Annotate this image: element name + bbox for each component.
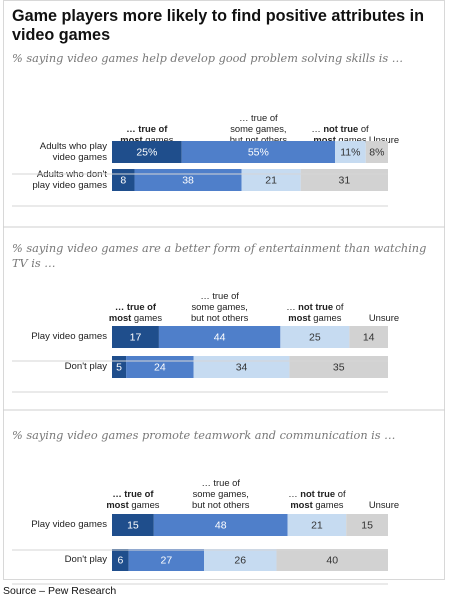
panel-subtitle: % saying video games promote teamwork an…	[12, 429, 396, 442]
bar-value-label: 8%	[369, 147, 384, 159]
bar-segment	[204, 549, 277, 571]
bar-segment	[181, 141, 336, 163]
column-header-true-some: … true of some games, but not others	[229, 112, 288, 145]
bar-segment	[349, 326, 388, 348]
bar-segment	[153, 514, 288, 536]
bar-segment	[112, 514, 154, 536]
column-header-true-most: … true of most games	[106, 488, 160, 510]
chart-frame	[3, 0, 445, 580]
bar-value-label: 24	[154, 362, 166, 374]
panel-subtitle: % saying video games help develop good p…	[12, 52, 404, 65]
bar-value-label: 25%	[136, 147, 157, 159]
bar-value-label: 11%	[340, 147, 360, 159]
column-header-not-true-most: … not true of most games	[311, 123, 369, 145]
row-label: Don't play	[64, 361, 107, 373]
column-header-not-true-most: … not true of most games	[288, 488, 346, 510]
bar-value-label: 35	[333, 362, 345, 374]
bar-value-label: 26	[234, 555, 246, 567]
bar-segment	[128, 549, 204, 571]
bar-value-label: 8	[120, 175, 126, 187]
column-header-unsure: Unsure	[368, 134, 400, 145]
bar-segment	[335, 141, 366, 163]
bar-value-label: 25	[309, 332, 321, 344]
bar-segment	[276, 549, 388, 571]
row-label: Play video games	[31, 331, 107, 343]
bar-value-label: 15	[127, 520, 139, 532]
bar-value-label: 44	[214, 332, 226, 344]
bar-value-label: 31	[339, 175, 351, 187]
bar-value-label: 21	[265, 175, 277, 187]
column-header-true-some: … true of some games, but not others	[192, 477, 250, 510]
bar-segment	[365, 141, 388, 163]
bar-value-label: 5	[116, 362, 122, 374]
bar-value-label: 6	[117, 555, 123, 567]
source-note: Source – Pew Research	[3, 585, 117, 597]
bar-segment	[112, 326, 159, 348]
column-header-not-true-most: … not true of most games	[286, 301, 344, 323]
bar-value-label: 14	[363, 332, 375, 344]
bar-segment	[287, 514, 347, 536]
bar-value-label: 15	[361, 520, 373, 532]
column-header-unsure: Unsure	[368, 312, 400, 323]
column-header-unsure: Unsure	[368, 499, 400, 510]
bar-value-label: 21	[311, 520, 323, 532]
bar-segment	[112, 549, 129, 571]
bar-segment	[346, 514, 388, 536]
column-header-true-some: … true of some games, but not others	[190, 290, 249, 323]
row-label: Play video games	[31, 519, 107, 531]
bar-segment	[158, 326, 281, 348]
bar-value-label: 55%	[248, 147, 269, 159]
row-label: Adults who play video games	[39, 140, 107, 164]
bar-value-label: 40	[326, 555, 338, 567]
chart-title: Game players more likely to find positiv…	[12, 7, 424, 44]
bar-value-label: 17	[130, 332, 142, 344]
bar-segment	[280, 326, 350, 348]
bar-value-label: 34	[236, 362, 248, 374]
row-label: Don't play	[64, 554, 107, 566]
bar-value-label: 48	[215, 520, 227, 532]
column-header-true-most: … true of most games	[120, 123, 174, 145]
bar-segment	[112, 141, 182, 163]
bar-value-label: 38	[182, 175, 194, 187]
bar-value-label: 27	[161, 555, 173, 567]
panel-subtitle: % saying video games are a better form o…	[12, 242, 427, 270]
column-header-true-most: … true of most games	[108, 301, 163, 323]
